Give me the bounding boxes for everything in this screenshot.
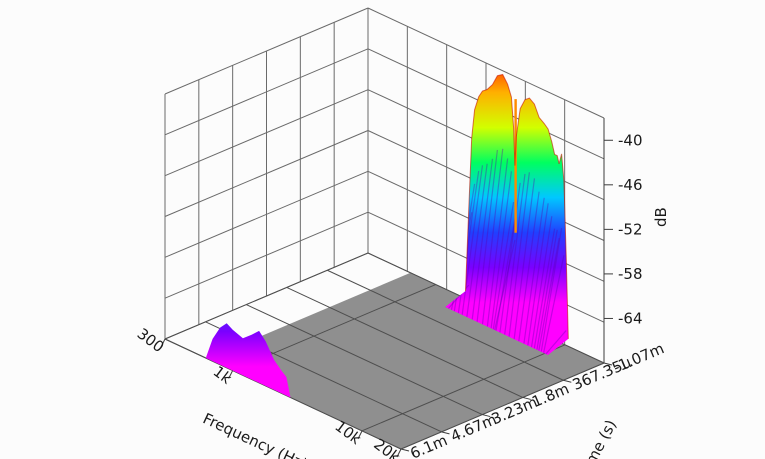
frequency-tick-mark xyxy=(357,430,363,440)
surface-streak xyxy=(504,173,526,335)
surface-streak xyxy=(466,163,488,318)
waterfall-ridge xyxy=(465,73,569,339)
time-tick-mark xyxy=(522,396,531,400)
waterfall-front-slice xyxy=(205,323,291,398)
surface-streak xyxy=(543,255,565,354)
time-tick-mark xyxy=(400,448,410,452)
surface-streak xyxy=(486,158,509,327)
surface-streak xyxy=(540,228,563,352)
surface-streak xyxy=(530,216,553,348)
surface-streak xyxy=(494,239,516,331)
time-tick-mark xyxy=(441,431,450,435)
frequency-axis-title: Frequency (Hz) xyxy=(200,409,310,459)
surface-streak xyxy=(527,203,549,346)
surface-streak xyxy=(490,171,513,329)
surface-streak xyxy=(508,172,530,337)
surface-streak xyxy=(513,178,536,340)
frequency-tick-mark xyxy=(228,370,234,379)
surface-streak xyxy=(536,229,558,350)
floor-gridline xyxy=(164,252,369,340)
level-tick-label: -58 xyxy=(618,265,643,283)
surface-streak xyxy=(533,228,556,349)
surface-streak xyxy=(518,191,540,342)
time-axis-title: Time (s) xyxy=(575,417,620,459)
surface-streak xyxy=(538,238,560,351)
surface-streak xyxy=(481,148,504,325)
time-tick-mark xyxy=(603,362,613,366)
level-tick-label: -46 xyxy=(618,176,643,194)
surface-streak xyxy=(476,149,498,322)
time-tick-mark xyxy=(563,379,572,383)
frequency-tick-label: 300 xyxy=(134,325,168,357)
level-tick-label: -64 xyxy=(618,309,643,327)
floor-gridline xyxy=(361,344,566,432)
frequency-tick-mark xyxy=(396,448,402,458)
surface-streak xyxy=(492,201,515,330)
level-tick-label: -52 xyxy=(618,220,643,238)
surface-streak xyxy=(471,158,494,320)
surface-streak xyxy=(545,330,567,355)
surface-streak xyxy=(495,210,517,331)
floor-gridline xyxy=(400,362,605,450)
frequency-tick-mark xyxy=(160,338,166,348)
level-tick-label: -40 xyxy=(618,131,643,149)
time-tick-mark xyxy=(482,414,491,418)
surface-streak xyxy=(523,197,545,344)
level-axis-title: dB xyxy=(652,207,670,227)
waterfall-back-surface xyxy=(445,74,569,355)
